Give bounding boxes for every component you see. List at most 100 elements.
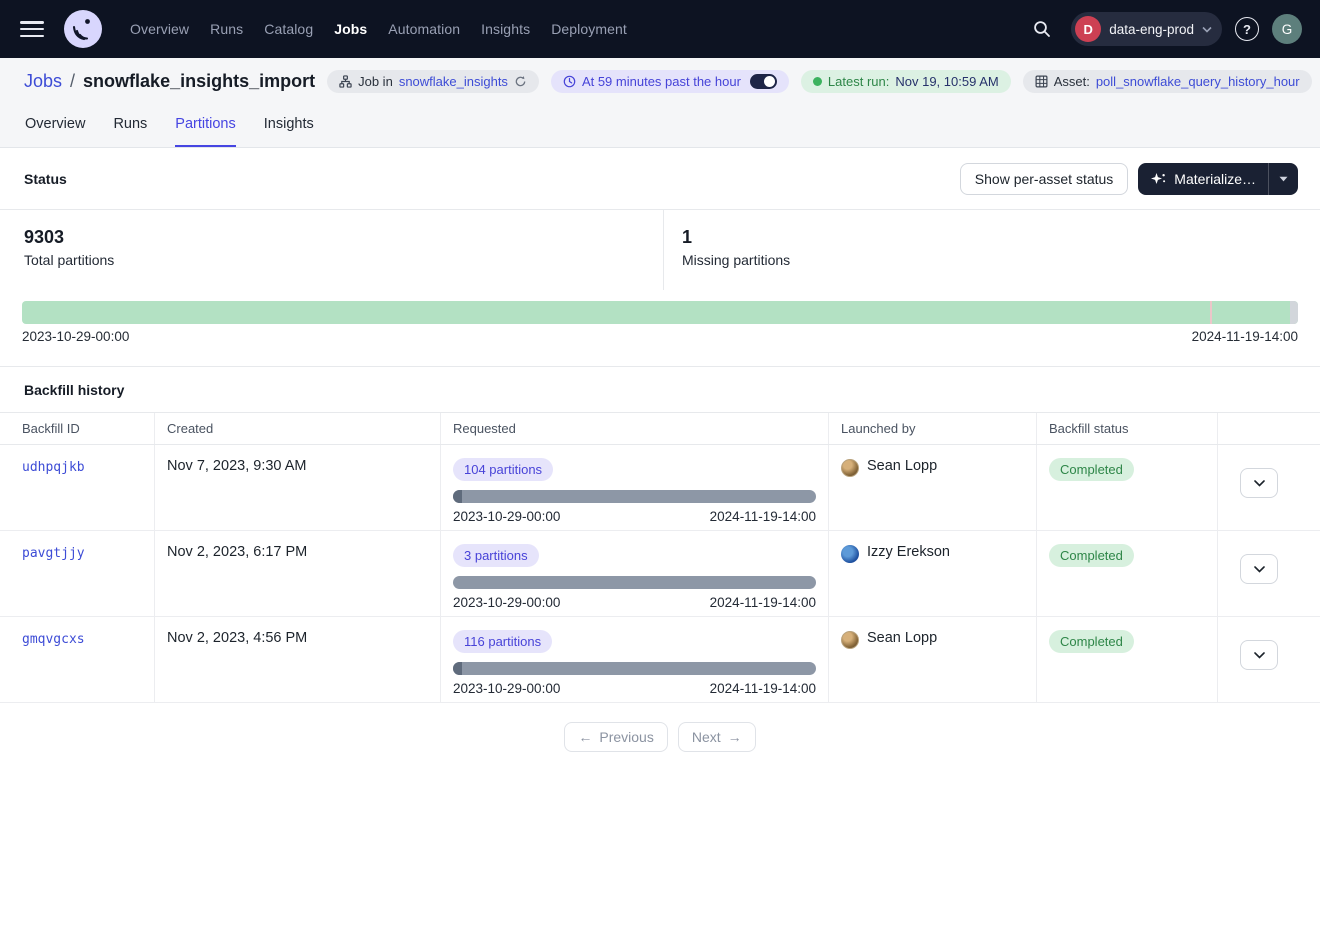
page-header: Jobs / snowflake_insights_import Job in … xyxy=(0,58,1320,148)
col-created: Created xyxy=(155,413,441,445)
backfill-id-link[interactable]: gmqvgcxs xyxy=(22,632,85,648)
workspace-name: data-eng-prod xyxy=(1109,21,1194,37)
status-badge: Completed xyxy=(1049,458,1134,482)
backfill-range-bar xyxy=(453,490,816,504)
menu-icon[interactable] xyxy=(20,20,44,38)
avatar xyxy=(841,459,859,478)
requested-partitions-pill[interactable]: 116 partitions xyxy=(453,630,553,654)
table-row: pavgtjjy Nov 2, 2023, 6:17 PM 3 partitio… xyxy=(0,531,1320,618)
created-cell: Nov 2, 2023, 4:56 PM xyxy=(155,617,441,703)
launched-by-name: Sean Lopp xyxy=(867,630,938,647)
status-cell: Completed xyxy=(1037,617,1218,703)
reload-icon[interactable] xyxy=(514,75,527,88)
range-end-label: 2024-11-19-14:00 xyxy=(1191,329,1298,345)
clock-icon xyxy=(563,75,576,88)
bar-end-label: 2024-11-19-14:00 xyxy=(709,681,816,697)
partition-health-bar[interactable] xyxy=(22,301,1298,325)
job-location-badge[interactable]: Job in snowflake_insights xyxy=(327,70,539,93)
nav-link-jobs[interactable]: Jobs xyxy=(334,21,368,37)
requested-partitions-pill[interactable]: 104 partitions xyxy=(453,458,554,482)
help-icon[interactable]: ? xyxy=(1235,17,1259,41)
workspace-switcher[interactable]: D data-eng-prod xyxy=(1071,12,1222,46)
missing-partitions-label: Missing partitions xyxy=(682,252,791,269)
backfill-history-section: Backfill history Backfill ID Created Req… xyxy=(0,366,1320,704)
total-partitions-value: 9303 xyxy=(24,227,65,247)
materialize-button[interactable]: Materialize… xyxy=(1138,163,1268,195)
col-backfill-id: Backfill ID xyxy=(0,413,155,445)
tab-overview[interactable]: Overview xyxy=(25,116,86,132)
page-title: snowflake_insights_import xyxy=(83,71,316,91)
total-partitions-stat: 9303 Total partitions xyxy=(0,210,663,290)
status-cell: Completed xyxy=(1037,531,1218,617)
status-badge: Completed xyxy=(1049,544,1134,568)
nav-link-overview[interactable]: Overview xyxy=(130,21,190,37)
status-cell: Completed xyxy=(1037,445,1218,531)
avatar xyxy=(841,631,859,650)
workspace-badge: D xyxy=(1075,16,1102,42)
bar-end-label: 2024-11-19-14:00 xyxy=(709,509,816,525)
arrow-left-icon xyxy=(578,729,592,745)
table-icon xyxy=(1035,75,1048,88)
backfill-id-link[interactable]: pavgtjjy xyxy=(22,546,85,562)
materialize-dropdown-button[interactable] xyxy=(1269,163,1298,195)
schedule-badge[interactable]: At 59 minutes past the hour xyxy=(550,70,789,93)
asset-link[interactable]: poll_snowflake_query_history_hour xyxy=(1095,74,1300,89)
next-page-button[interactable]: Next xyxy=(677,722,756,753)
nav-link-runs[interactable]: Runs xyxy=(210,21,244,37)
job-tabs: Overview Runs Partitions Insights xyxy=(0,101,1320,147)
col-launched-by: Launched by xyxy=(829,413,1037,445)
launched-by-name: Sean Lopp xyxy=(867,458,938,475)
chevron-down-icon xyxy=(1253,480,1265,487)
chevron-down-icon xyxy=(1253,566,1265,573)
latest-run-label: Latest run: xyxy=(827,74,890,89)
launched-by-cell: Izzy Erekson xyxy=(829,531,1037,617)
missing-partitions-stat: 1 Missing partitions xyxy=(663,210,1320,291)
avatar xyxy=(841,545,859,564)
launched-by-cell: Sean Lopp xyxy=(829,445,1037,531)
tab-runs[interactable]: Runs xyxy=(113,116,148,132)
row-actions-button[interactable] xyxy=(1240,468,1278,499)
requested-cell: 104 partitions 2023-10-29-00:00 2024-11-… xyxy=(441,445,829,531)
row-actions-button[interactable] xyxy=(1240,640,1278,671)
nav-link-catalog[interactable]: Catalog xyxy=(264,21,314,37)
created-cell: Nov 7, 2023, 9:30 AM xyxy=(155,445,441,531)
status-title: Status xyxy=(24,171,67,187)
requested-range-segment xyxy=(453,490,462,504)
partition-health-section xyxy=(0,290,1320,325)
asset-badge[interactable]: Asset: poll_snowflake_query_history_hour xyxy=(1022,70,1312,93)
schedule-label: At 59 minutes past the hour xyxy=(581,74,741,89)
launched-by-name: Izzy Erekson xyxy=(867,544,950,561)
caret-down-icon xyxy=(1279,176,1288,182)
latest-run-badge[interactable]: Latest run: Nov 19, 10:59 AM xyxy=(800,70,1011,93)
table-row: gmqvgcxs Nov 2, 2023, 4:56 PM 116 partit… xyxy=(0,617,1320,704)
breadcrumb-jobs-link[interactable]: Jobs xyxy=(24,71,63,91)
dagster-logo-icon[interactable] xyxy=(64,10,102,48)
nav-link-deployment[interactable]: Deployment xyxy=(551,21,627,37)
search-icon[interactable] xyxy=(1026,13,1058,45)
launched-by-cell: Sean Lopp xyxy=(829,617,1037,703)
previous-page-button[interactable]: Previous xyxy=(564,722,668,753)
missing-partition-segment xyxy=(1290,301,1298,325)
requested-cell: 3 partitions 2023-10-29-00:00 2024-11-19… xyxy=(441,531,829,617)
backfill-id-link[interactable]: udhpqjkb xyxy=(22,460,85,476)
job-location-link[interactable]: snowflake_insights xyxy=(398,74,508,89)
table-row: udhpqjkb Nov 7, 2023, 9:30 AM 104 partit… xyxy=(0,445,1320,532)
tab-partitions[interactable]: Partitions xyxy=(175,101,235,147)
status-badge: Completed xyxy=(1049,630,1134,654)
previous-label: Previous xyxy=(599,729,654,746)
nav-link-insights[interactable]: Insights xyxy=(481,21,531,37)
tab-insights[interactable]: Insights xyxy=(263,116,314,132)
breadcrumb: Jobs / snowflake_insights_import Job in … xyxy=(0,58,1320,101)
show-per-asset-status-button[interactable]: Show per-asset status xyxy=(959,163,1129,195)
schedule-toggle[interactable] xyxy=(749,74,777,89)
row-actions-button[interactable] xyxy=(1240,554,1278,585)
success-dot-icon xyxy=(812,77,822,86)
materialize-split-button: Materialize… xyxy=(1138,163,1298,195)
sparkle-icon xyxy=(1151,172,1166,184)
user-avatar[interactable]: G xyxy=(1272,14,1302,44)
latest-run-link[interactable]: Nov 19, 10:59 AM xyxy=(895,74,999,89)
requested-partitions-pill[interactable]: 3 partitions xyxy=(453,544,539,568)
pagination: Previous Next xyxy=(0,703,1320,771)
nav-link-automation[interactable]: Automation xyxy=(388,21,461,37)
backfill-table-header: Backfill ID Created Requested Launched b… xyxy=(0,412,1320,446)
